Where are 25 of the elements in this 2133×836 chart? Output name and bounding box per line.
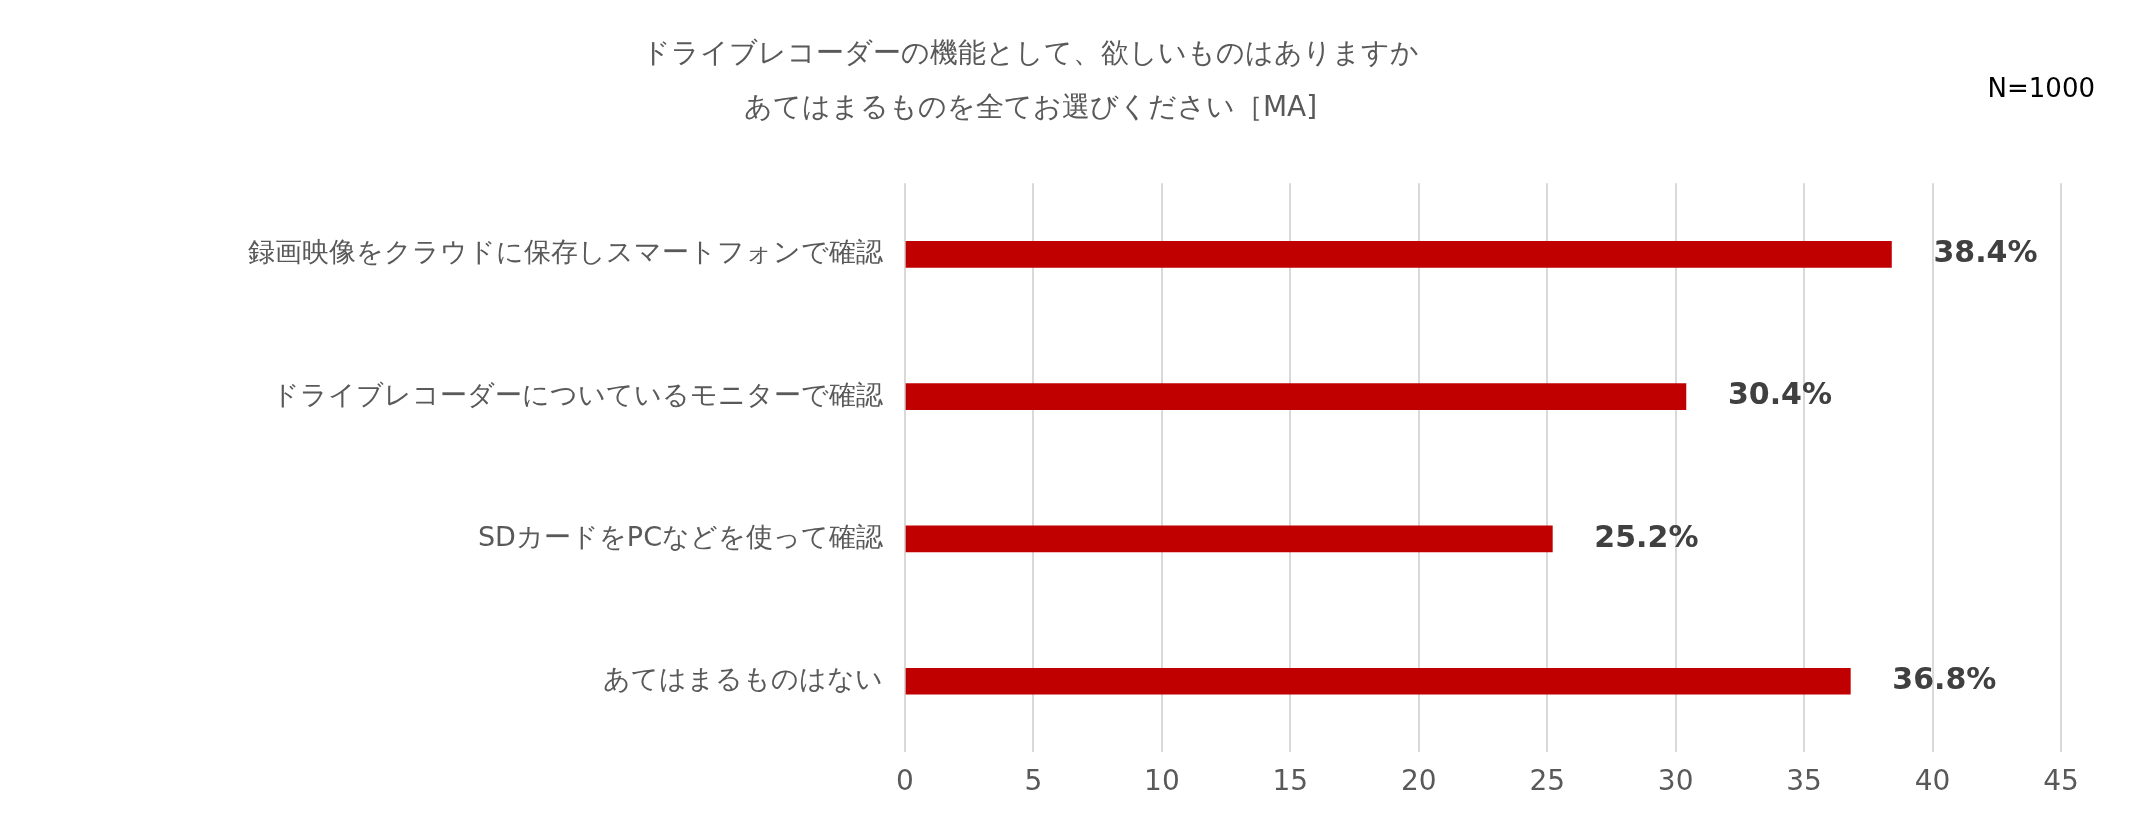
x-tick-label: 35 bbox=[1786, 764, 1822, 798]
bar bbox=[905, 667, 1851, 695]
data-label: 38.4% bbox=[1933, 234, 2038, 270]
data-label: 36.8% bbox=[1892, 661, 1997, 697]
bar bbox=[905, 383, 1687, 410]
chart-subtitle: あてはまるものを全てお選びください［MA] bbox=[743, 89, 1318, 123]
x-tick-label: 45 bbox=[2043, 764, 2079, 798]
x-tick-label: 0 bbox=[896, 764, 914, 798]
bar bbox=[905, 525, 1553, 553]
y-tick-label: 録画映像をクラウドに保存しスマートフォンで確認 bbox=[248, 236, 883, 268]
chart-title: ドライブレコーダーの機能として、欲しいものはありますか bbox=[642, 36, 1419, 70]
x-tick-label: 25 bbox=[1529, 764, 1566, 798]
y-tick-label: ドライブレコーダーについているモニターで確認 bbox=[272, 378, 883, 410]
x-tick-label: 10 bbox=[1144, 764, 1180, 798]
y-tick-label: あてはまるものはない bbox=[603, 663, 883, 695]
bar bbox=[905, 241, 1892, 268]
data-label: 30.4% bbox=[1727, 376, 1833, 412]
x-tick-label: 15 bbox=[1272, 764, 1309, 798]
text: N=1000 bbox=[1987, 72, 2095, 103]
x-tick-label: 5 bbox=[1024, 764, 1043, 798]
x-tick-label: 30 bbox=[1657, 764, 1694, 798]
x-tick-label: 40 bbox=[1914, 764, 1951, 798]
data-label: 25.2% bbox=[1594, 518, 1699, 554]
y-tick-label: SDカードをPCなどを使って確認 bbox=[477, 520, 883, 552]
x-tick-label: 20 bbox=[1400, 764, 1437, 798]
